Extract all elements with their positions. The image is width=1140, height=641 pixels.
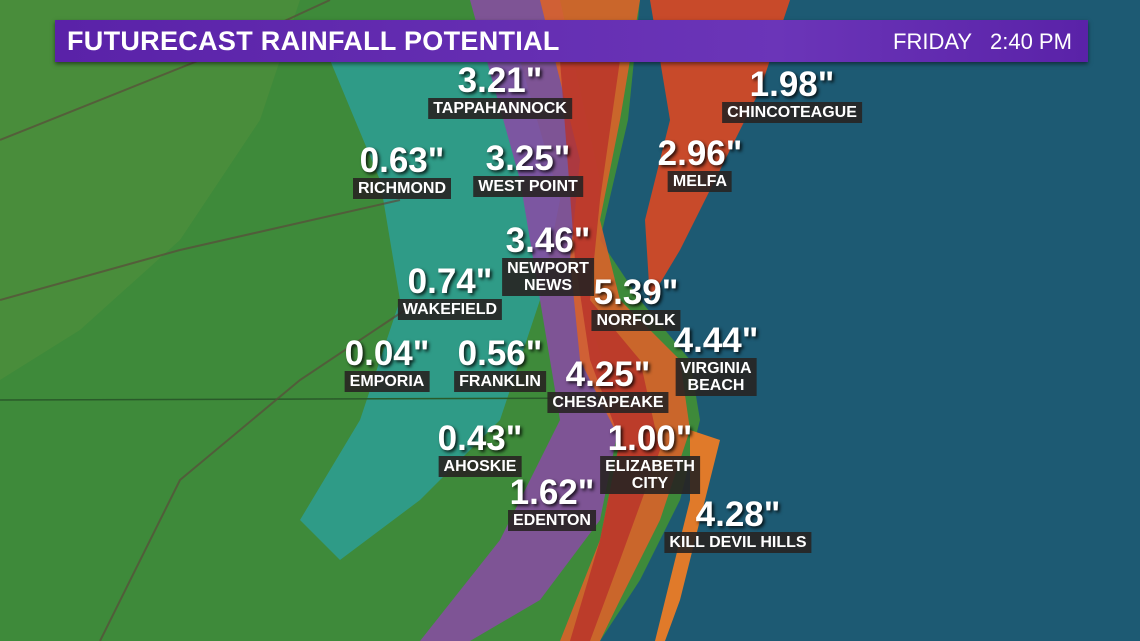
label-line: KILL DEVIL HILLS	[669, 534, 807, 551]
location-label: TAPPAHANNOCK	[428, 98, 572, 119]
rainfall-amount: 5.39"	[593, 273, 679, 312]
rainfall-amount: 0.56"	[457, 334, 543, 373]
state-border	[0, 397, 641, 401]
location-label: CHINCOTEAGUE	[722, 102, 862, 123]
location: 2.96" MELFA	[657, 134, 743, 192]
rain-red	[560, 60, 660, 641]
location: 1.00" ELIZABETH CITY	[600, 419, 700, 494]
location: 0.63" RICHMOND	[353, 141, 451, 199]
rainfall-amount: 2.96"	[657, 134, 743, 173]
label-line: RICHMOND	[358, 180, 446, 197]
location: 3.25" WEST POINT	[473, 139, 583, 197]
label-line: WAKEFIELD	[402, 301, 498, 318]
label-line: NEWPORT	[507, 260, 589, 277]
rainfall-amount: 0.43"	[437, 419, 523, 458]
location-label: EMPORIA	[344, 371, 430, 392]
label-line: ELIZABETH	[605, 458, 695, 475]
header-bar: FUTURECAST RAINFALL POTENTIAL FRIDAY 2:4…	[55, 20, 1088, 62]
location-label: RICHMOND	[353, 178, 451, 199]
rainfall-amount: 4.25"	[565, 355, 651, 394]
location-label: AHOSKIE	[438, 456, 522, 477]
rainfall-amount: 3.21"	[457, 61, 543, 100]
location: 1.62" EDENTON	[508, 473, 596, 531]
location-label: FRANKLIN	[454, 371, 546, 392]
header-title: FUTURECAST RAINFALL POTENTIAL	[67, 26, 560, 56]
location: 0.74" WAKEFIELD	[397, 262, 503, 320]
label-line: CITY	[631, 475, 669, 492]
rainfall-amount: 0.63"	[359, 141, 445, 180]
label-line: TAPPAHANNOCK	[433, 100, 567, 117]
rainfall-amount: 1.98"	[749, 65, 835, 104]
location-label: EDENTON	[508, 510, 596, 531]
label-line: CHESAPEAKE	[552, 394, 664, 411]
label-line: VIRGINIA	[680, 360, 752, 377]
location: 3.21" TAPPAHANNOCK	[428, 61, 572, 119]
rainfall-amount: 0.74"	[407, 262, 493, 301]
location: 4.28" KILL DEVIL HILLS	[664, 495, 812, 553]
rainfall-amount: 4.44"	[673, 321, 759, 360]
location: 3.46" NEWPORT NEWS	[502, 221, 594, 296]
location: 4.25" CHESAPEAKE	[547, 355, 669, 413]
location: 4.44" VIRGINIA BEACH	[673, 321, 759, 396]
location-label: CHESAPEAKE	[547, 392, 669, 413]
label-line: CHINCOTEAGUE	[727, 104, 857, 121]
rainfall-amount: 3.46"	[505, 221, 591, 260]
rainfall-amount: 4.28"	[695, 495, 781, 534]
location-label: WAKEFIELD	[397, 299, 503, 320]
label-line: BEACH	[687, 377, 745, 394]
rainfall-amount: 3.25"	[485, 139, 571, 178]
location-label: VIRGINIA BEACH	[675, 358, 757, 396]
label-line: FRANKLIN	[459, 373, 541, 390]
location-label: ELIZABETH CITY	[600, 456, 700, 494]
label-line: EMPORIA	[349, 373, 425, 390]
location: 5.39" NORFOLK	[591, 273, 681, 331]
location-label: WEST POINT	[473, 176, 583, 197]
label-line: MELFA	[672, 173, 728, 190]
header-day: FRIDAY	[893, 29, 973, 54]
label-line: EDENTON	[513, 512, 591, 529]
location-label: NEWPORT NEWS	[502, 258, 594, 296]
location: 0.04" EMPORIA	[344, 334, 430, 392]
label-line: WEST POINT	[478, 178, 578, 195]
land-shade	[0, 0, 300, 380]
header-time: 2:40 PM	[990, 29, 1072, 54]
rainfall-amount: 1.62"	[509, 473, 595, 512]
eastern-shore	[645, 0, 790, 300]
location-label: NORFOLK	[591, 310, 681, 331]
location-label: MELFA	[667, 171, 733, 192]
rainfall-amount: 0.04"	[344, 334, 430, 373]
rainfall-amount: 1.00"	[607, 419, 693, 458]
label-line: AHOSKIE	[443, 458, 517, 475]
label-line: NEWS	[524, 277, 572, 294]
location: 1.98" CHINCOTEAGUE	[722, 65, 862, 123]
location: 0.43" AHOSKIE	[437, 419, 523, 477]
location-label: KILL DEVIL HILLS	[664, 532, 812, 553]
label-line: NORFOLK	[596, 312, 676, 329]
location: 0.56" FRANKLIN	[454, 334, 546, 392]
